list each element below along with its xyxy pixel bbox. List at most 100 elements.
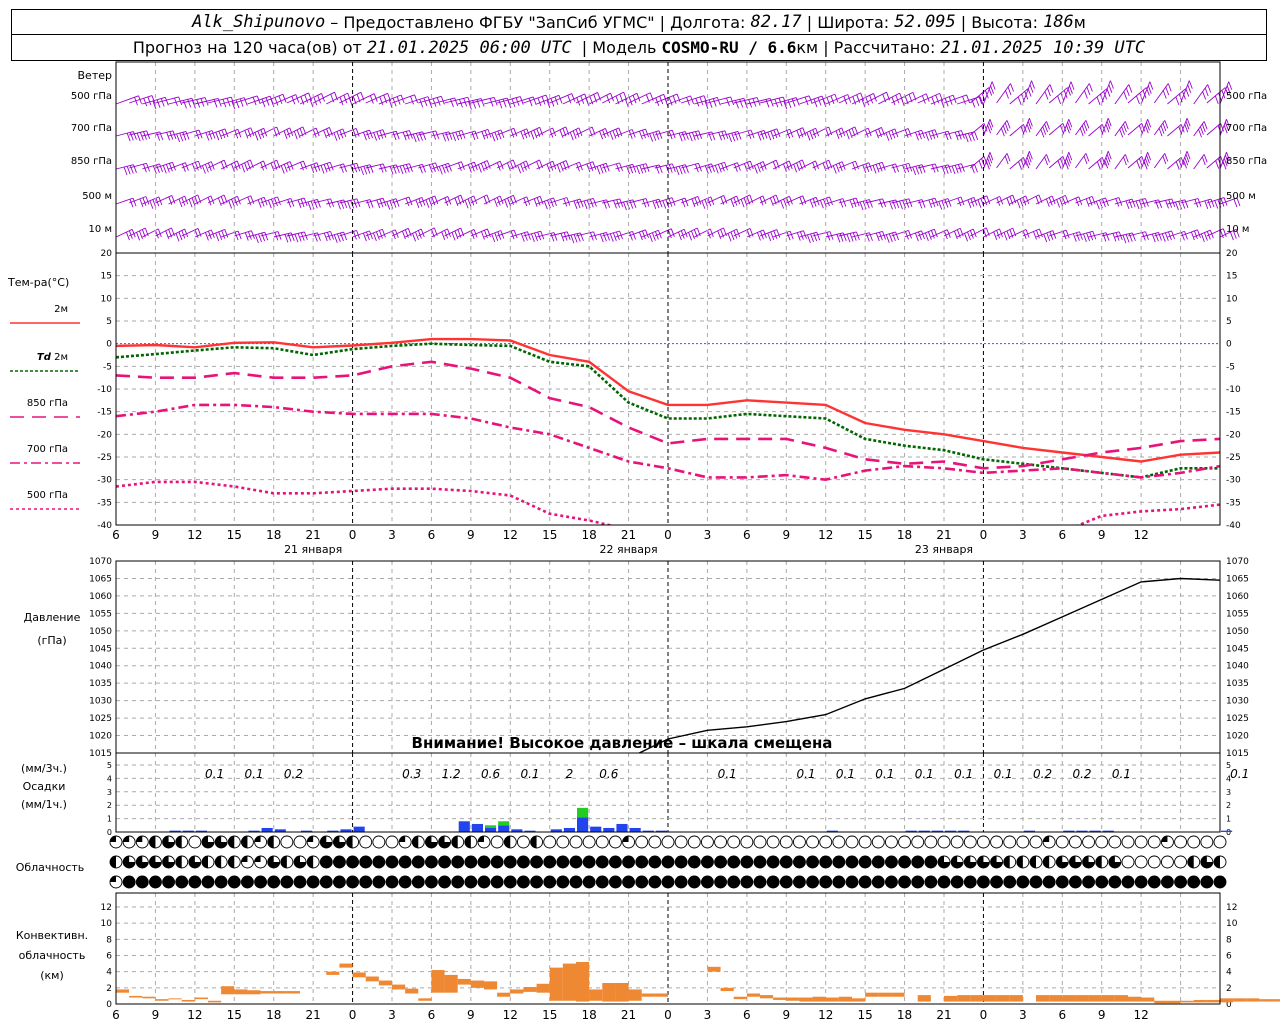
wind-barb-flag <box>1066 125 1070 134</box>
wind-barb-flag <box>187 99 192 108</box>
wind-barb-flag <box>1026 124 1031 133</box>
wind-barb <box>1206 87 1226 104</box>
wind-barb-flag <box>197 160 202 170</box>
wind-barb-flag <box>438 166 443 175</box>
wind-barb-flag <box>147 96 152 106</box>
wind-barb-flag <box>639 131 643 140</box>
wind-barb <box>483 195 501 205</box>
wind-barb-flag <box>1147 85 1152 94</box>
wind-barb-flag <box>355 128 360 137</box>
cloud-symbol-fill <box>254 836 261 842</box>
wind-barb-flag <box>688 132 693 142</box>
wind-barb-flag <box>770 231 775 241</box>
cloud-symbol-fill <box>1016 856 1023 868</box>
cloud-symbol <box>1016 835 1030 849</box>
wind-barb-flag <box>636 93 641 102</box>
wind-barb-flag <box>791 98 796 107</box>
wind-barb-flag <box>830 95 835 104</box>
conv-tick-left: 10 <box>101 919 113 929</box>
cloud-symbol-fill <box>412 836 419 848</box>
wind-barb-flag <box>1224 122 1229 131</box>
wind-barb <box>155 227 172 237</box>
wind-barb <box>273 161 291 170</box>
wind-barb-flag <box>539 196 544 205</box>
wind-barb-flag <box>970 198 975 207</box>
conv-cloud-bar <box>365 976 379 982</box>
wind-barb-flag <box>470 197 475 206</box>
wind-barb-flag <box>308 92 313 102</box>
wind-barb-flag <box>536 128 541 137</box>
wind-barb <box>1101 151 1109 169</box>
wind-barb-flag <box>849 233 854 242</box>
wind-barb-flag <box>667 229 672 239</box>
wind-barb <box>864 127 882 136</box>
wind-barb-flag <box>336 233 341 242</box>
wind-barb-flag <box>688 232 692 241</box>
conv-cloud-bar <box>286 991 300 994</box>
wind-barb-flag <box>1229 231 1234 241</box>
wind-barb-flag <box>303 197 308 207</box>
cloud-symbol-fill <box>425 876 438 888</box>
temp-tick-right: -5 <box>1226 362 1235 372</box>
wind-barb-flag <box>678 166 683 175</box>
wind-barb-flag <box>1143 161 1148 170</box>
wind-barb-flag <box>971 99 976 108</box>
cloud-symbol-fill <box>1082 876 1095 888</box>
wind-barb <box>549 126 566 136</box>
wind-barb <box>1009 124 1024 137</box>
wind-barb-flag <box>567 95 572 104</box>
hour-tick-label: 6 <box>743 528 751 542</box>
wind-barb-flag <box>938 201 943 210</box>
cloud-symbol-fill <box>464 836 471 848</box>
temp-legend-label: 700 гПа <box>27 444 68 455</box>
wind-barb-flag <box>210 195 215 205</box>
wind-barb-flag <box>969 230 974 239</box>
wind-barb-flag <box>865 233 870 242</box>
wind-barb-flag <box>261 232 266 242</box>
precip-bar-rain <box>918 830 930 832</box>
wind-barb <box>234 195 251 204</box>
wind-barb-flag <box>727 233 732 242</box>
wind-barb-flag <box>300 162 304 171</box>
wind-barb-flag <box>194 162 199 171</box>
wind-barb-flag <box>927 231 932 240</box>
wind-barb-flag <box>668 198 673 207</box>
hour-tick-label-bottom: 0 <box>349 1008 357 1022</box>
wind-barb-flag <box>1010 83 1014 92</box>
wind-barb-flag <box>375 231 380 240</box>
temp-tick-left: -20 <box>97 430 112 440</box>
cloud-symbol-fill <box>294 876 306 888</box>
wind-barb-flag <box>1147 152 1152 161</box>
hour-tick-label-bottom: 18 <box>897 1008 912 1022</box>
wind-barb-flag <box>925 93 930 102</box>
cloud-symbol <box>792 835 806 849</box>
wind-barb-flag <box>554 96 559 106</box>
temp-legend-label: Td 2м <box>37 352 68 363</box>
wind-barb-flag <box>464 200 469 209</box>
altitude-unit: м <box>1073 12 1086 32</box>
wind-barb <box>983 81 993 105</box>
wind-barb-flag <box>517 165 522 174</box>
hour-tick-label-bottom: 3 <box>704 1008 712 1022</box>
wind-barb-flag <box>1028 118 1033 127</box>
cloud-symbol <box>661 835 675 849</box>
wind-barb-flag <box>749 160 754 170</box>
wind-barb-flag <box>881 127 885 136</box>
wind-barb <box>746 195 764 205</box>
wind-barb <box>799 127 816 137</box>
wind-barb-flag <box>686 97 690 106</box>
wind-barb-flag <box>921 199 926 208</box>
wind-barb-flag <box>1183 160 1187 169</box>
wind-barb-flag <box>835 164 840 173</box>
wind-barb <box>707 194 724 204</box>
wind-barb-flag <box>735 100 739 109</box>
wind-barb-flag <box>316 199 321 208</box>
wind-barb-flag <box>366 130 370 140</box>
wind-barb-flag <box>192 100 196 109</box>
wind-barb <box>444 161 462 169</box>
wind-barb <box>996 194 1013 204</box>
wind-barb-flag <box>205 132 210 141</box>
wind-barb-flag <box>892 200 897 209</box>
wind-barb-flag <box>1124 154 1129 163</box>
wind-barb-flag <box>356 230 360 239</box>
